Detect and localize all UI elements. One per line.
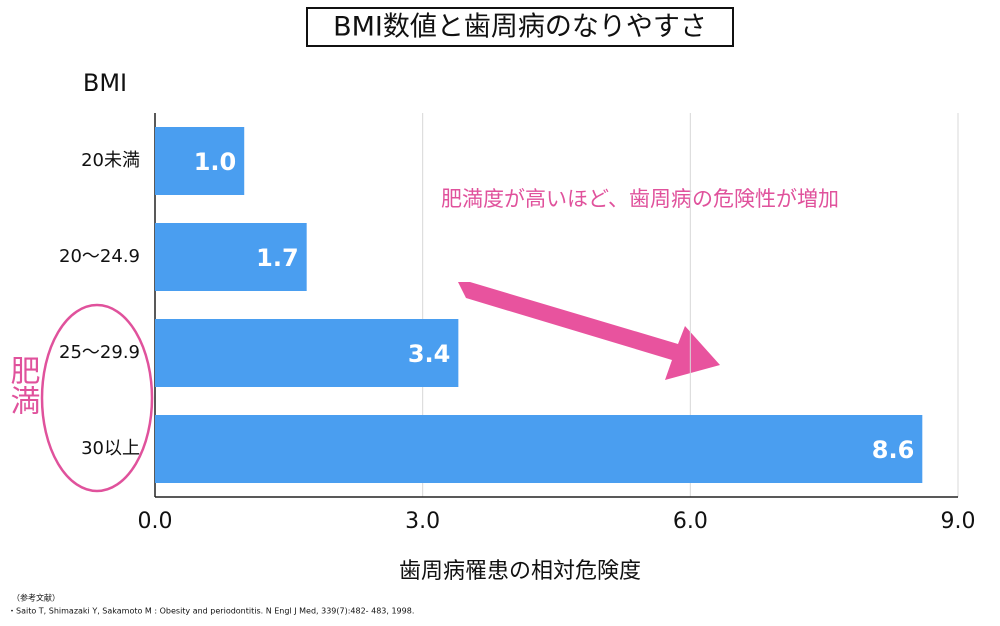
bar [155,415,923,483]
annotation-vertical: 肥満 [5,355,40,415]
value-label: 8.6 [872,436,915,464]
y-axis-label: BMI [83,69,127,97]
y-tick-label: 25〜29.9 [59,342,140,363]
annotation: 肥満度が高いほど、歯周病の危険性が増加 [441,187,839,211]
value-label: 3.4 [408,340,451,368]
value-label: 1.0 [194,148,237,176]
bar [155,127,245,195]
arrow [458,282,720,380]
y-tick-label: 20〜24.9 [59,246,140,267]
y-tick-label: 20未満 [81,150,140,171]
y-tick-label: 30以上 [81,438,140,459]
chart-title: BMI数値と歯周病のなりやすさ [333,12,707,43]
x-axis-label: 歯周病罹患の相対危険度 [399,559,641,584]
bar [155,319,459,387]
bar [155,223,307,291]
x-tick-label: 9.0 [941,509,976,534]
value-label: 1.7 [256,244,299,272]
reference-item: ・Saito T, Shimazaki Y, Sakamoto M : Obes… [8,607,414,616]
highlight-ellipse [40,303,154,493]
x-tick-label: 6.0 [673,509,708,534]
x-tick-label: 3.0 [405,509,440,534]
x-tick-label: 0.0 [138,509,173,534]
title-box [306,7,734,47]
reference-heading: （参考文献） [12,593,60,603]
